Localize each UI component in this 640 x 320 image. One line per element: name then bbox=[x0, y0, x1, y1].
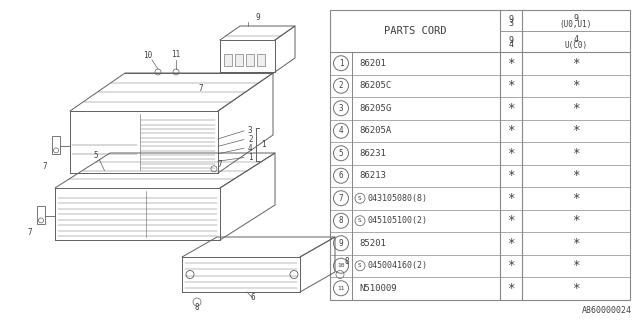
Text: S: S bbox=[358, 196, 362, 201]
Text: 86213: 86213 bbox=[359, 171, 386, 180]
Text: 7: 7 bbox=[28, 228, 32, 237]
Text: 9: 9 bbox=[339, 239, 343, 248]
Text: *: * bbox=[572, 147, 580, 160]
Text: 8: 8 bbox=[339, 216, 343, 225]
Text: *: * bbox=[508, 79, 515, 92]
Text: (U0,U1): (U0,U1) bbox=[560, 20, 592, 29]
Text: *: * bbox=[572, 282, 580, 295]
Text: 4: 4 bbox=[573, 35, 579, 44]
Text: 3: 3 bbox=[509, 19, 513, 28]
Text: 043105080(8): 043105080(8) bbox=[367, 194, 427, 203]
Text: 86205G: 86205G bbox=[359, 104, 391, 113]
Text: 5: 5 bbox=[339, 149, 343, 158]
Text: 86205A: 86205A bbox=[359, 126, 391, 135]
Text: 10: 10 bbox=[143, 51, 152, 60]
Text: 9: 9 bbox=[509, 15, 513, 24]
Text: *: * bbox=[508, 124, 515, 137]
Bar bbox=[246, 54, 254, 66]
Text: 2: 2 bbox=[339, 81, 343, 90]
Text: 10: 10 bbox=[337, 263, 345, 268]
Text: 1: 1 bbox=[261, 140, 266, 149]
Text: *: * bbox=[572, 79, 580, 92]
Bar bbox=[52, 136, 60, 155]
Text: *: * bbox=[508, 147, 515, 160]
Text: *: * bbox=[572, 124, 580, 137]
Text: *: * bbox=[572, 57, 580, 70]
Text: 4: 4 bbox=[248, 144, 253, 153]
Text: 9: 9 bbox=[573, 14, 579, 23]
Bar bbox=[330, 10, 630, 300]
Text: S: S bbox=[358, 263, 362, 268]
Text: *: * bbox=[508, 57, 515, 70]
Text: 11: 11 bbox=[337, 286, 345, 291]
Text: 045105100(2): 045105100(2) bbox=[367, 216, 427, 225]
Bar bbox=[224, 54, 232, 66]
Text: 3: 3 bbox=[248, 126, 253, 135]
Text: PARTS CORD: PARTS CORD bbox=[384, 26, 446, 36]
Text: 86201: 86201 bbox=[359, 59, 386, 68]
Text: 3: 3 bbox=[339, 104, 343, 113]
Bar bbox=[37, 206, 45, 224]
Bar bbox=[257, 54, 265, 66]
Text: *: * bbox=[572, 259, 580, 272]
Text: 6: 6 bbox=[250, 293, 255, 302]
Text: 86231: 86231 bbox=[359, 149, 386, 158]
Text: U(C0): U(C0) bbox=[564, 41, 588, 50]
Text: A860000024: A860000024 bbox=[582, 306, 632, 315]
Text: 9: 9 bbox=[509, 36, 513, 45]
Text: 85201: 85201 bbox=[359, 239, 386, 248]
Text: *: * bbox=[572, 102, 580, 115]
Text: 1: 1 bbox=[339, 59, 343, 68]
Text: 045004160(2): 045004160(2) bbox=[367, 261, 427, 270]
Text: *: * bbox=[572, 192, 580, 205]
Text: 8: 8 bbox=[195, 303, 199, 312]
Text: 4: 4 bbox=[509, 40, 513, 49]
Text: N510009: N510009 bbox=[359, 284, 397, 293]
Text: *: * bbox=[572, 214, 580, 227]
Text: 7: 7 bbox=[199, 84, 204, 93]
Text: 7: 7 bbox=[42, 162, 47, 171]
Text: 1: 1 bbox=[248, 153, 253, 162]
Text: 4: 4 bbox=[339, 126, 343, 135]
Text: 7: 7 bbox=[339, 194, 343, 203]
Text: *: * bbox=[508, 259, 515, 272]
Text: S: S bbox=[358, 218, 362, 223]
Text: *: * bbox=[508, 214, 515, 227]
Bar bbox=[235, 54, 243, 66]
Text: 2: 2 bbox=[248, 135, 253, 144]
Text: *: * bbox=[508, 237, 515, 250]
Text: *: * bbox=[572, 237, 580, 250]
Text: 6: 6 bbox=[339, 171, 343, 180]
Text: 11: 11 bbox=[172, 50, 180, 59]
Text: 5: 5 bbox=[94, 150, 99, 159]
Text: *: * bbox=[572, 169, 580, 182]
Text: *: * bbox=[508, 282, 515, 295]
Text: 9: 9 bbox=[255, 13, 260, 22]
Text: 7: 7 bbox=[218, 160, 222, 169]
Text: *: * bbox=[508, 169, 515, 182]
Text: *: * bbox=[508, 192, 515, 205]
Text: 86205C: 86205C bbox=[359, 81, 391, 90]
Text: *: * bbox=[508, 102, 515, 115]
Text: 8: 8 bbox=[345, 258, 349, 267]
